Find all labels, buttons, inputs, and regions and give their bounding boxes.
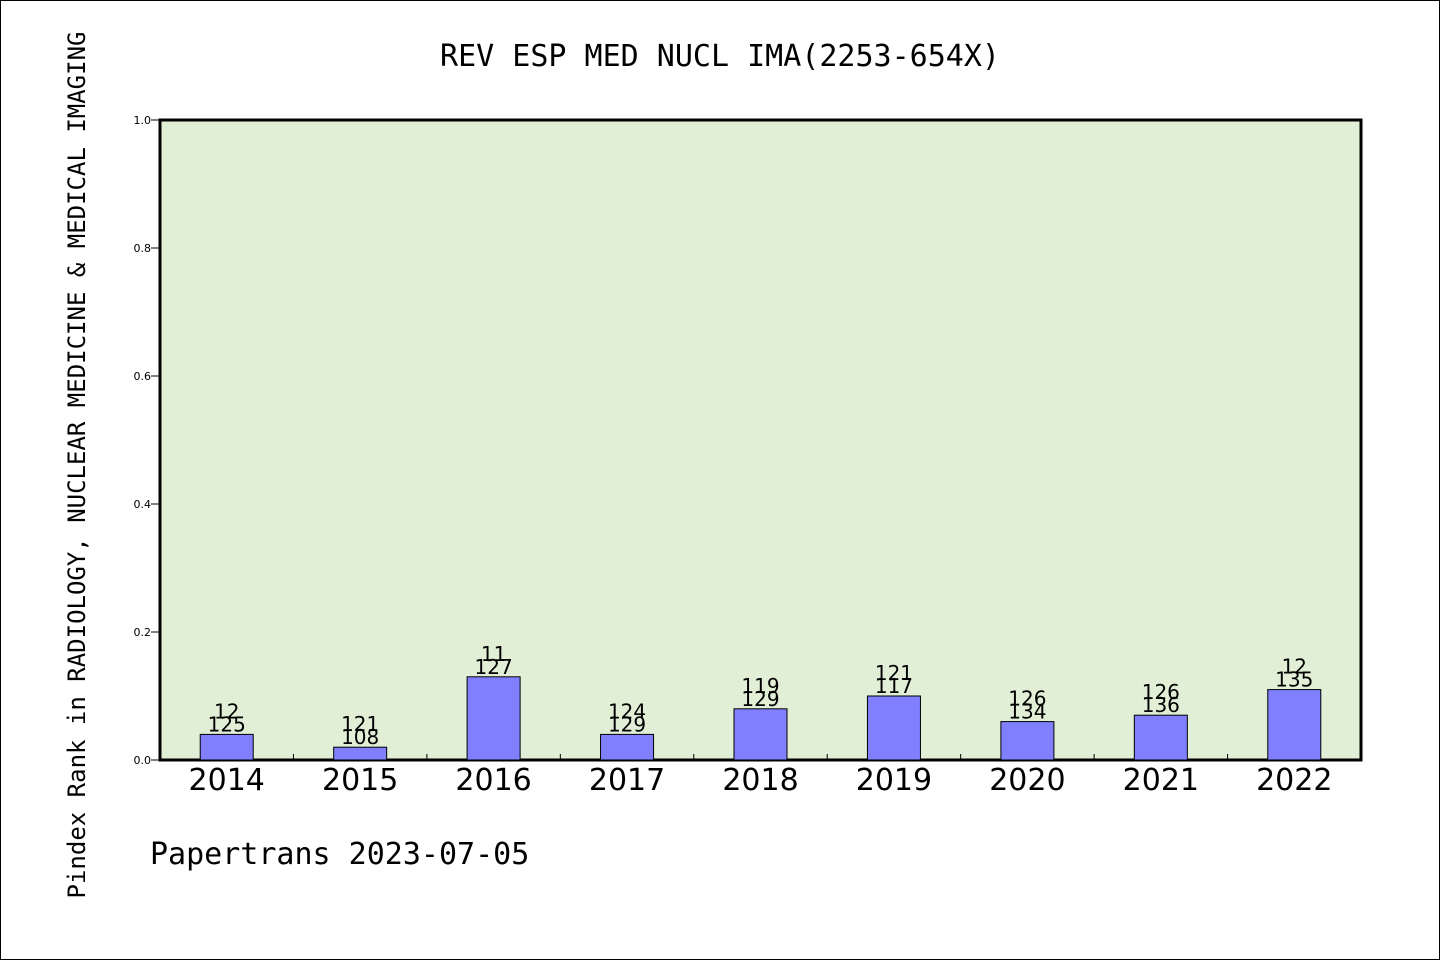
bar-label-top: 119 — [741, 674, 779, 698]
bar-label-top: 121 — [875, 661, 913, 685]
y-tick-label: 0.8 — [134, 242, 152, 255]
y-tick-label: 0.6 — [134, 370, 152, 383]
y-tick-label: 1.0 — [134, 114, 152, 127]
x-tick-label: 2018 — [722, 763, 798, 798]
y-tick-label: 0.0 — [134, 754, 152, 767]
bar-2019 — [866, 695, 921, 761]
x-tick-label: 2016 — [455, 763, 531, 798]
bar-series — [199, 676, 1322, 761]
chart-title: REV ESP MED NUCL IMA(2253-654X) — [440, 39, 1000, 74]
bar-2018 — [733, 708, 788, 761]
y-tick-label: 0.4 — [134, 498, 152, 511]
bar-label-bottom: 136 — [1142, 693, 1180, 717]
bar-label-bottom: 134 — [1008, 700, 1046, 724]
x-tick-label: 2017 — [589, 763, 665, 798]
bar-2020 — [1000, 721, 1055, 761]
bar-2021 — [1133, 714, 1188, 761]
bar-label-bottom: 108 — [341, 725, 379, 749]
x-axis-ticks — [292, 754, 1229, 760]
y-tick-label: 0.2 — [134, 626, 152, 639]
x-tick-label: 2022 — [1256, 763, 1332, 798]
bar-2016 — [466, 676, 521, 761]
x-tick-label: 2020 — [989, 763, 1065, 798]
x-tick-label: 2021 — [1123, 763, 1199, 798]
footer-credit: Papertrans 2023-07-05 — [150, 837, 529, 872]
bar-label-bottom: 135 — [1275, 668, 1313, 692]
bar-2015 — [333, 746, 388, 761]
bar-label-top: 11 — [481, 642, 506, 666]
bar-label-bottom: 117 — [875, 674, 913, 698]
bar-label-bottom: 129 — [741, 687, 779, 711]
bar-label-top: 124 — [608, 699, 646, 723]
y-axis-label: Pindex Rank in RADIOLOGY, NUCLEAR MEDICI… — [63, 32, 91, 899]
y-axis-ticks: 0.0 0.2 0.4 0.6 0.8 1.0 — [134, 114, 160, 767]
bar-2022 — [1267, 689, 1322, 761]
bar-label-top: 121 — [341, 712, 379, 736]
bar-label-top: 12 — [214, 699, 239, 723]
plot-area — [158, 118, 1363, 762]
bar-label-top: 126 — [1142, 680, 1180, 704]
x-tick-label: 2019 — [856, 763, 932, 798]
bar-label-bottom: 125 — [208, 712, 246, 736]
x-tick-label: 2015 — [322, 763, 398, 798]
bar-2014 — [199, 733, 254, 761]
bar-2017 — [600, 733, 655, 761]
bar-label-top: 12 — [1282, 655, 1307, 679]
bar-label-bottom: 129 — [608, 712, 646, 736]
x-axis-tick-labels: 2014 2015 2016 2017 2018 2019 2020 2021 2022 — [189, 763, 1333, 798]
bar-label-top: 126 — [1008, 687, 1046, 711]
bar-label-bottom: 127 — [475, 655, 513, 679]
x-tick-label: 2014 — [189, 763, 265, 798]
